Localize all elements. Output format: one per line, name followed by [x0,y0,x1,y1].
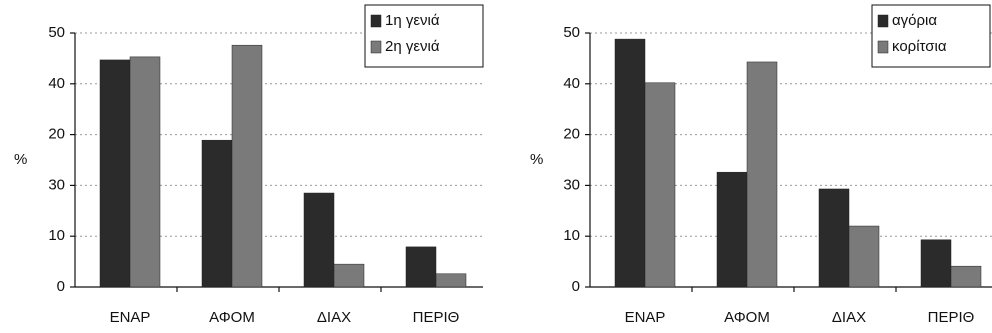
bar [614,38,646,288]
bar [848,225,880,288]
x-tick-label: ΑΦΟΜ [209,309,255,326]
legend-label: κορίτσια [892,38,947,55]
y-tick-label: 30 [563,176,580,193]
legend-label: 1η γενιά [385,12,440,29]
legend-swatch [877,40,889,54]
legend-label: 2η γενιά [385,38,440,55]
x-tick-label: ΔΙΑΧ [832,309,866,326]
y-axis-label: % [530,151,543,168]
bar [920,239,952,288]
bar [950,265,982,288]
y-tick-label: 40 [563,75,580,92]
legend-swatch [370,14,382,28]
x-tick-label: ΔΙΑΧ [317,309,351,326]
bar [303,192,335,288]
legend-box [364,4,484,68]
y-axis-label: % [14,151,27,168]
x-tick-label: ΠΕΡΙΘ [413,309,460,326]
y-tick-label: 0 [572,278,580,295]
x-tick-label: ΕΝΑΡ [110,309,151,326]
y-tick-label: 50 [48,24,65,41]
bar [746,61,778,288]
legend-label: αγόρια [892,12,937,29]
legend-swatch [370,40,382,54]
bar [644,82,676,288]
y-tick-label: 20 [563,126,580,143]
y-tick-label: 10 [48,227,65,244]
bar [818,188,850,288]
y-tick-label: 0 [57,278,65,295]
y-tick-label: 20 [48,126,65,143]
y-tick-label: 40 [48,75,65,92]
y-tick-label: 10 [563,227,580,244]
legend-swatch [877,14,889,28]
bar [435,273,467,288]
y-tick-label: 30 [48,176,65,193]
x-tick-label: ΑΦΟΜ [724,309,770,326]
x-tick-label: ΠΕΡΙΘ [928,309,975,326]
bar [99,59,131,288]
bar [201,139,233,288]
bar [231,44,263,288]
x-tick-label: ΕΝΑΡ [625,309,666,326]
bar [405,246,437,288]
bar [716,171,748,288]
y-tick-label: 50 [563,24,580,41]
bar [333,263,365,288]
bar [129,56,161,288]
legend-box [871,4,991,68]
